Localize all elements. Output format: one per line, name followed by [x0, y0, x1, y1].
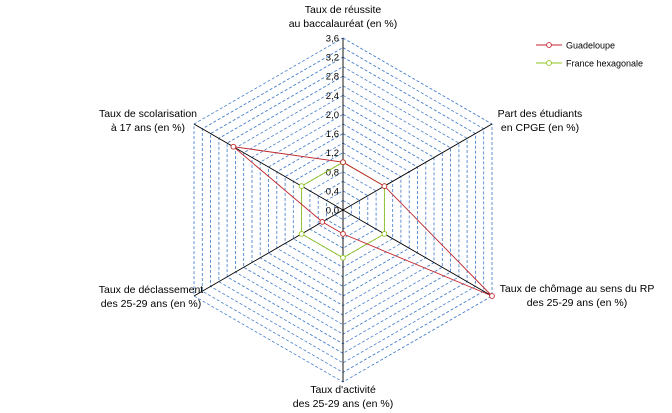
data-point	[381, 231, 388, 237]
axis-label: Taux de scolarisation	[99, 108, 197, 120]
radial-tick-labels: 0,0 0,4 0,8 1,2 1,6 2,0 2,4 2,8 3,2 3,6	[326, 34, 339, 217]
legend-label: France hexagonale	[566, 59, 643, 69]
radial-tick-label: 3,2	[326, 53, 339, 64]
axis-label: Taux de chômage au sens du RP	[500, 283, 655, 295]
axis-label: à 17 ans (en %)	[111, 122, 185, 134]
radial-tick-label: 0,0	[326, 206, 339, 217]
axis-spokes	[193, 38, 493, 382]
legend-swatch-marker	[546, 42, 552, 48]
legend-swatch-marker	[546, 60, 552, 66]
axis-label: en CPGE (en %)	[501, 122, 579, 134]
axis-spoke	[342, 123, 493, 211]
axis-label: Part des étudiants	[498, 108, 583, 120]
data-point	[230, 143, 237, 150]
axis-label: Taux de réussite	[305, 4, 382, 16]
legend-label: Guadeloupe	[566, 41, 615, 51]
axis-label: au baccalauréat (en %)	[289, 18, 398, 30]
radial-tick-label: 1,2	[326, 148, 339, 159]
radial-tick-label: 0,4	[326, 186, 339, 197]
radial-tick-label: 3,6	[326, 34, 339, 45]
data-point	[319, 219, 326, 225]
radial-tick-label: 2,0	[326, 110, 339, 121]
axis-label: des 25-29 ans (en %)	[293, 398, 393, 410]
data-point	[298, 183, 305, 189]
series-layer	[230, 143, 495, 299]
data-point	[489, 293, 495, 299]
data-point	[340, 159, 346, 166]
axis-labels: Taux de réussite au baccalauréat (en %) Pa…	[99, 4, 655, 410]
data-point	[340, 231, 346, 237]
radial-tick-label: 1,6	[326, 129, 339, 140]
axis-label: Taux d'activité	[310, 384, 376, 396]
axis-label: des 25-29 ans (en %)	[527, 297, 627, 309]
data-point	[381, 183, 388, 189]
axis-spoke	[342, 209, 493, 297]
data-point	[340, 254, 346, 261]
radial-tick-label: 0,8	[326, 167, 339, 178]
axis-label: des 25-29 ans (en %)	[101, 298, 201, 310]
axis-spoke	[193, 123, 344, 211]
axis-label: Taux de déclassement	[99, 284, 204, 296]
radial-tick-label: 2,8	[326, 72, 339, 83]
axis-spoke	[193, 209, 344, 297]
legend: Guadeloupe France hexagonale	[536, 41, 643, 69]
data-point	[298, 231, 305, 237]
radial-tick-label: 2,4	[326, 91, 339, 102]
